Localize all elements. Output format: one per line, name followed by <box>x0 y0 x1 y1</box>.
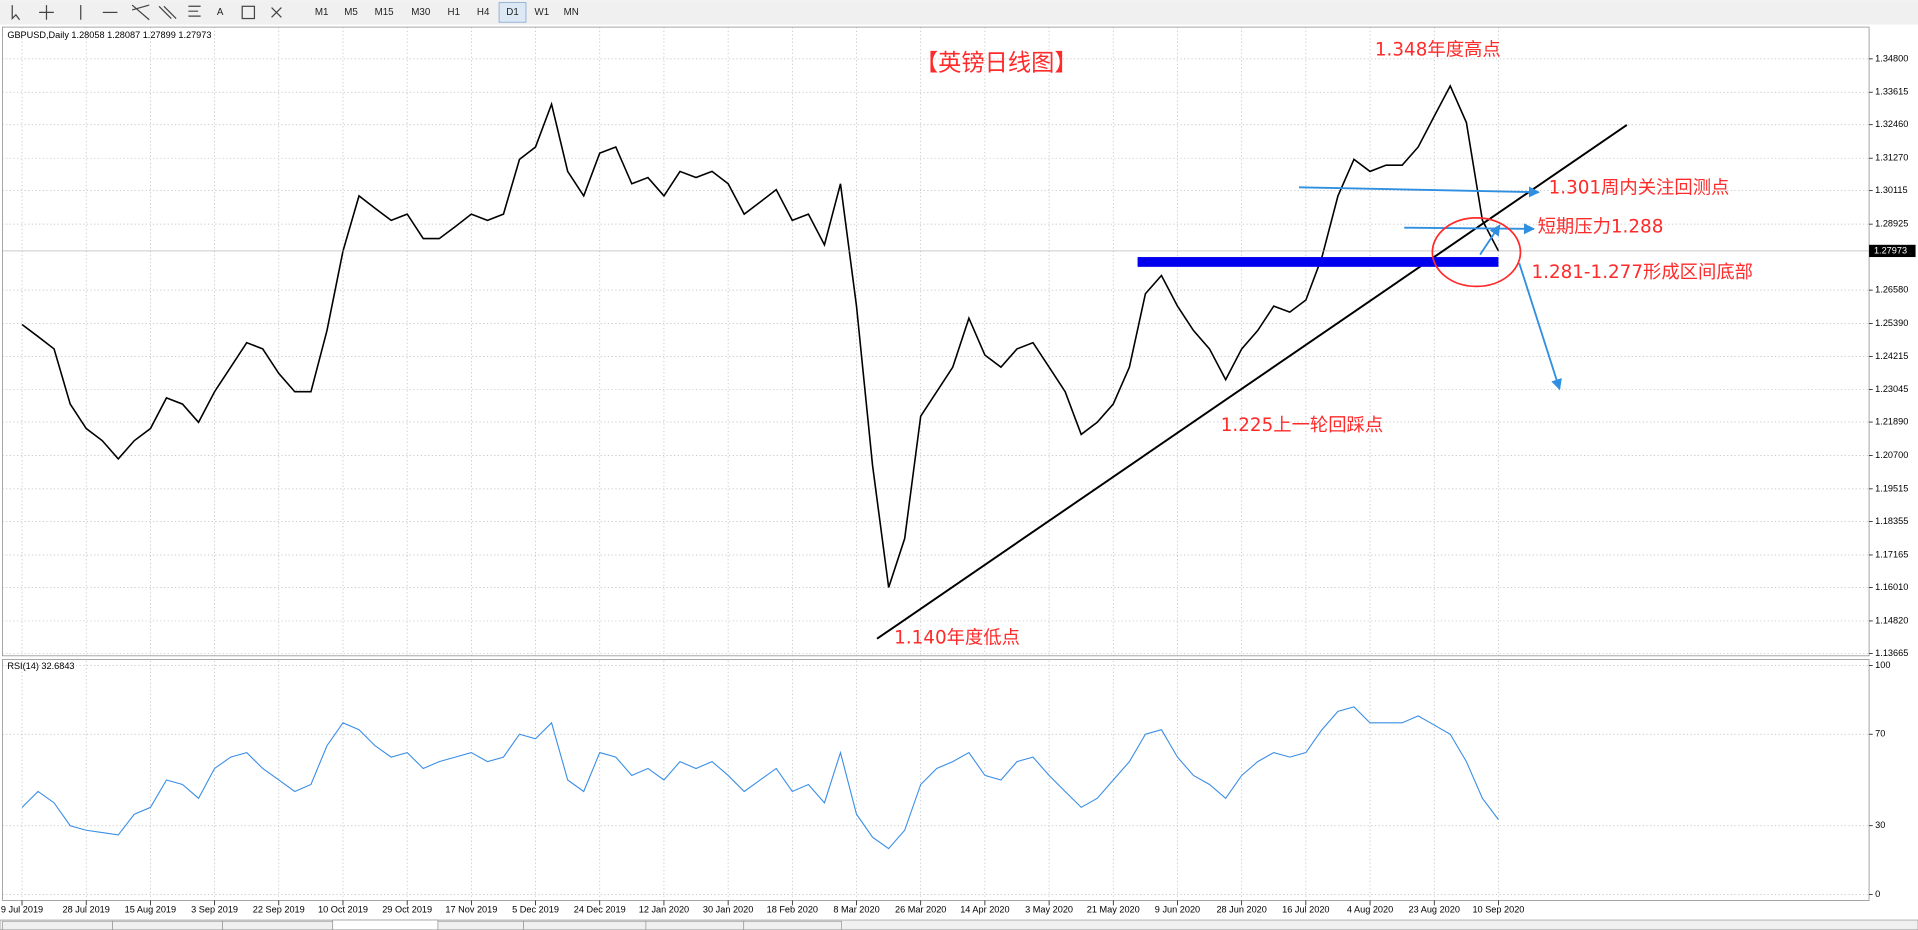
y-tick-label: 1.24215 <box>1875 351 1908 361</box>
support-band <box>1137 257 1499 267</box>
arrow <box>1479 224 1501 256</box>
timeframe-button[interactable]: H1 <box>448 7 460 18</box>
price-line <box>21 84 1500 588</box>
highlight-circle <box>1431 217 1522 288</box>
trend-line <box>876 124 1628 640</box>
y-tick-label: 1.17165 <box>1875 549 1908 559</box>
y-tick-label: 0 <box>1875 889 1880 899</box>
timeframe-bar: M1 M5 M15 M30 H1 H4 D1 W1 MN <box>315 2 579 23</box>
y-tick-label: 1.13665 <box>1875 648 1908 658</box>
rsi-pane <box>2 659 1870 901</box>
arrow <box>1404 223 1536 235</box>
timeframe-button[interactable]: M15 <box>375 7 395 18</box>
x-tick-label: 4 Aug 2020 <box>1347 905 1393 915</box>
x-tick-label: 14 Apr 2020 <box>960 905 1009 915</box>
y-tick-label: 1.31270 <box>1875 153 1908 163</box>
x-tick-label: 3 May 2020 <box>1025 905 1073 915</box>
y-tick-label: 70 <box>1875 729 1885 739</box>
y-tick-label: 1.16010 <box>1875 582 1908 592</box>
x-tick-label: 22 Sep 2019 <box>253 905 305 915</box>
x-tick-label: 9 Jul 2019 <box>1 905 43 915</box>
y-tick-label: 1.21890 <box>1875 416 1908 426</box>
x-tick-label: 5 Dec 2019 <box>512 905 559 915</box>
timeframe-active <box>498 2 527 23</box>
x-tick-label: 9 Jun 2020 <box>1155 905 1200 915</box>
rsi-line <box>21 706 1499 850</box>
text-tool[interactable]: A <box>217 7 224 18</box>
y-tick-label: 100 <box>1875 660 1890 670</box>
x-tick-label: 8 Mar 2020 <box>833 905 879 915</box>
x-tick-label: 18 Feb 2020 <box>767 905 818 915</box>
annotation: 短期压力1.288 <box>1538 217 1664 238</box>
x-tick-label: 17 Nov 2019 <box>445 905 497 915</box>
y-tick-label: 1.32460 <box>1875 119 1908 129</box>
timeframe-button[interactable]: M5 <box>344 7 358 18</box>
y-tick-label: 1.14820 <box>1875 615 1908 625</box>
current-price-box <box>1869 244 1916 258</box>
annotation: 1.348年度高点 <box>1375 39 1501 60</box>
timeframe-button[interactable]: D1 <box>506 7 518 18</box>
timeframe-button[interactable]: W1 <box>535 7 550 18</box>
drawings <box>876 124 1628 640</box>
toolbar-icons <box>11 4 282 21</box>
x-tick-label: 24 Dec 2019 <box>574 905 626 915</box>
x-tick-label: 30 Jan 2020 <box>703 905 753 915</box>
annotation: 1.281-1.277形成区间底部 <box>1531 262 1753 283</box>
y-tick-label: 1.34800 <box>1875 53 1908 63</box>
annotation: 1.140年度低点 <box>894 628 1020 649</box>
y-tick-label: 1.26580 <box>1875 285 1908 295</box>
x-tick-label: 10 Oct 2019 <box>318 905 368 915</box>
x-tick-label: 28 Jun 2020 <box>1216 905 1266 915</box>
y-tick-label: 1.23045 <box>1875 384 1908 394</box>
x-tick-label: 12 Jan 2020 <box>639 905 689 915</box>
y-tick-label: 1.20700 <box>1875 450 1908 460</box>
toolbar <box>0 0 1918 25</box>
timeframe-button[interactable]: H4 <box>477 7 490 18</box>
price-pane <box>2 26 1870 657</box>
rsi-title: RSI(14) 32.6843 <box>7 661 74 671</box>
y-tick-label: 1.25390 <box>1875 318 1908 328</box>
arrow <box>1518 262 1562 391</box>
timeframe-button[interactable]: M1 <box>315 7 329 18</box>
y-tick-label: 1.30115 <box>1875 185 1907 195</box>
x-tick-label: 3 Sep 2019 <box>191 905 238 915</box>
y-tick-label: 1.28925 <box>1875 219 1908 229</box>
x-tick-label: 16 Jul 2020 <box>1282 905 1329 915</box>
y-tick-label: 30 <box>1875 820 1885 830</box>
x-tick-label: 21 May 2020 <box>1087 905 1140 915</box>
annotation: 1.225上一轮回踩点 <box>1221 415 1383 436</box>
annotation: 1.301周内关注回测点 <box>1549 178 1730 199</box>
x-tick-label: 26 Mar 2020 <box>895 905 946 915</box>
y-tick-label: 1.18355 <box>1875 516 1908 526</box>
current-price-label: 1.27973 <box>1874 245 1907 255</box>
arrow <box>1299 186 1540 198</box>
x-tick-label: 28 Jul 2019 <box>63 905 110 915</box>
x-tick-label: 23 Aug 2020 <box>1409 905 1460 915</box>
annotation: 【英镑日线图】 <box>915 49 1078 76</box>
x-tick-label: 29 Oct 2019 <box>382 905 432 915</box>
timeframe-button[interactable]: M30 <box>411 7 431 18</box>
x-tick-label: 10 Sep 2020 <box>1472 905 1524 915</box>
x-tick-label: 15 Aug 2019 <box>125 905 176 915</box>
y-tick-label: 1.19515 <box>1875 483 1908 493</box>
y-tick-label: 1.33615 <box>1875 87 1908 97</box>
chart-title: GBPUSD,Daily 1.28058 1.28087 1.27899 1.2… <box>7 30 211 40</box>
sheet-tabs <box>0 919 1918 930</box>
timeframe-button[interactable]: MN <box>564 7 579 18</box>
